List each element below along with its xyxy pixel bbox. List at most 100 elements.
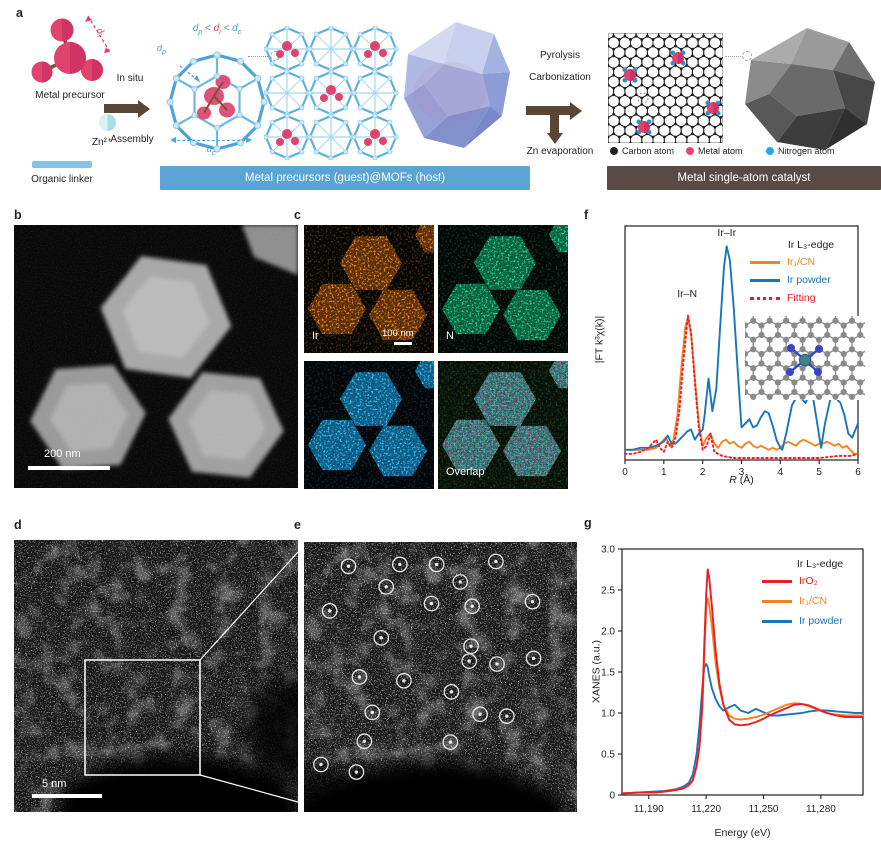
atom-marker-circle — [378, 578, 395, 595]
eds-map-ir — [304, 225, 434, 353]
in-situ-label: In situ — [116, 73, 144, 84]
svg-text:2.0: 2.0 — [601, 627, 615, 638]
atom-marker-circle — [442, 734, 459, 750]
svg-text:0.5: 0.5 — [601, 750, 615, 761]
legend-carbon-atom: Carbon atom — [610, 146, 674, 156]
single-atom-dot — [398, 562, 402, 567]
g-legend-entry-ir1cn: Ir₁/CN — [762, 595, 878, 607]
single-atom-dot — [319, 762, 323, 767]
single-atom-dot — [478, 712, 482, 716]
zn-ion-icon — [99, 114, 116, 131]
svg-text:1.5: 1.5 — [601, 668, 615, 679]
assembly-label: Assembly — [110, 134, 154, 145]
carbon-polyhedron-icon — [745, 28, 875, 150]
dim-c-label: dc — [206, 144, 216, 157]
xanes-chart: 11,190 11,220 11,250 11,280 0 0.5 1.0 1.5 2.0 2.5… — [601, 545, 864, 815]
metal-precursor-icon — [31, 15, 111, 83]
single-atom-dot — [354, 770, 359, 774]
single-atom-dot — [494, 559, 498, 564]
f-legend: Ir L₃-edge Ir₁/CN Ir powder Fitting — [750, 239, 872, 310]
f-y-axis-label: |FT k³χ(k)| — [593, 315, 606, 364]
annotation-Ir–Ir: Ir–Ir — [717, 227, 736, 239]
g-legend-entry-irpowder: Ir powder — [762, 615, 878, 627]
scale-bar-label-d: 5 nm — [42, 778, 67, 790]
annotation-Ir–N: Ir–N — [677, 288, 697, 300]
single-atom-dot — [434, 562, 439, 567]
banner-single-atom-catalyst: Metal single-atom catalyst — [607, 166, 881, 190]
svg-text:2: 2 — [700, 467, 706, 478]
legend-metal-atom: Metal atom — [686, 146, 743, 156]
pyrolysis-label: Pyrolysis — [539, 50, 580, 61]
zn-label: Zn²⁺ — [91, 137, 113, 148]
panel-label-f: f — [584, 208, 589, 222]
eds-label-overlap: Overlap — [446, 466, 485, 478]
atom-marker-circle — [452, 574, 469, 590]
eds-map-overlap — [438, 361, 568, 489]
g-legend: Ir L₃-edge IrO₂ Ir₁/CN Ir powder — [762, 558, 878, 633]
svg-text:11,190: 11,190 — [634, 804, 664, 815]
haadf-image-e — [304, 542, 577, 812]
single-atom-dot — [467, 659, 471, 663]
atom-marker-circle — [396, 672, 412, 689]
f-legend-entry-fitting: Fitting — [750, 292, 872, 304]
mof-lattice-icon — [264, 26, 400, 160]
single-atom-dot — [448, 740, 453, 744]
svg-text:3: 3 — [739, 467, 745, 478]
dim-p-label: dp — [157, 43, 166, 56]
zn-evaporation-arrow-stem — [550, 112, 559, 134]
atom-marker-circle — [461, 653, 478, 669]
panel-label-b: b — [14, 208, 22, 222]
svg-text:5: 5 — [816, 467, 822, 478]
atom-marker-circle — [443, 684, 460, 700]
line-swatch-icon — [750, 296, 780, 300]
f-legend-entry-irpowder: Ir powder — [750, 274, 872, 286]
vacancy-dashed-circle — [637, 92, 649, 104]
atom-marker-circle — [524, 593, 541, 610]
single-atom-dot — [370, 710, 374, 715]
zoom-region-box — [84, 659, 201, 776]
svg-text:2.5: 2.5 — [601, 586, 615, 597]
banner-guest-host: Metal precursors (guest)@MOFs (host) — [160, 166, 530, 190]
atom-marker-circle — [391, 556, 408, 573]
svg-text:4: 4 — [778, 467, 784, 478]
single-atom-markers — [313, 553, 542, 780]
svg-text:11,220: 11,220 — [691, 804, 721, 815]
organic-linker-icon — [32, 161, 92, 168]
size-relation-label: dp < di < dc — [192, 23, 242, 36]
g-y-axis-label: XANES (a.u.) — [590, 639, 603, 704]
carbonization-label: Carbonization — [529, 72, 591, 83]
mof-crystal-polyhedron-icon — [404, 22, 510, 148]
f-x-axis-label: R (Å) — [729, 474, 754, 486]
zoom-connector-line-top — [199, 551, 298, 661]
eds-map-c — [304, 361, 434, 489]
series-Ir powder — [621, 662, 864, 795]
scale-bar-label-c: 100 nm — [382, 328, 414, 339]
carbon-atom-icon — [610, 147, 618, 155]
single-atom-dot — [505, 714, 509, 718]
connector-dashed-circle-2 — [742, 51, 752, 61]
cage-diameter-arrow-icon — [170, 137, 252, 143]
single-atom-dot — [327, 609, 332, 613]
svg-text:1.0: 1.0 — [601, 709, 615, 720]
single-atom-dot — [346, 564, 351, 568]
g-x-axis-label: Energy (eV) — [714, 827, 771, 839]
single-atom-dot — [531, 656, 536, 661]
carbon-lattice-icon — [608, 33, 723, 143]
single-atom-dot — [384, 585, 388, 589]
eds-label-n: N — [446, 330, 454, 342]
line-swatch-icon — [762, 599, 792, 603]
single-atom-dot — [470, 604, 474, 608]
organic-linker-label: Organic linker — [31, 174, 93, 185]
panel-label-c: c — [294, 208, 301, 222]
atom-marker-circle — [488, 553, 504, 570]
g-legend-title: Ir L₃-edge — [796, 558, 844, 570]
single-atom-dot — [362, 739, 367, 743]
legend-nitrogen-atom: Nitrogen atom — [766, 146, 835, 156]
f-legend-entry-ir1cn: Ir₁/CN — [750, 256, 872, 268]
atom-marker-circle — [464, 598, 481, 615]
single-atom-dot — [495, 662, 499, 666]
svg-text:1: 1 — [661, 467, 667, 478]
nitrogen-atom-icon — [766, 147, 774, 155]
atom-marker-circle — [313, 756, 329, 773]
